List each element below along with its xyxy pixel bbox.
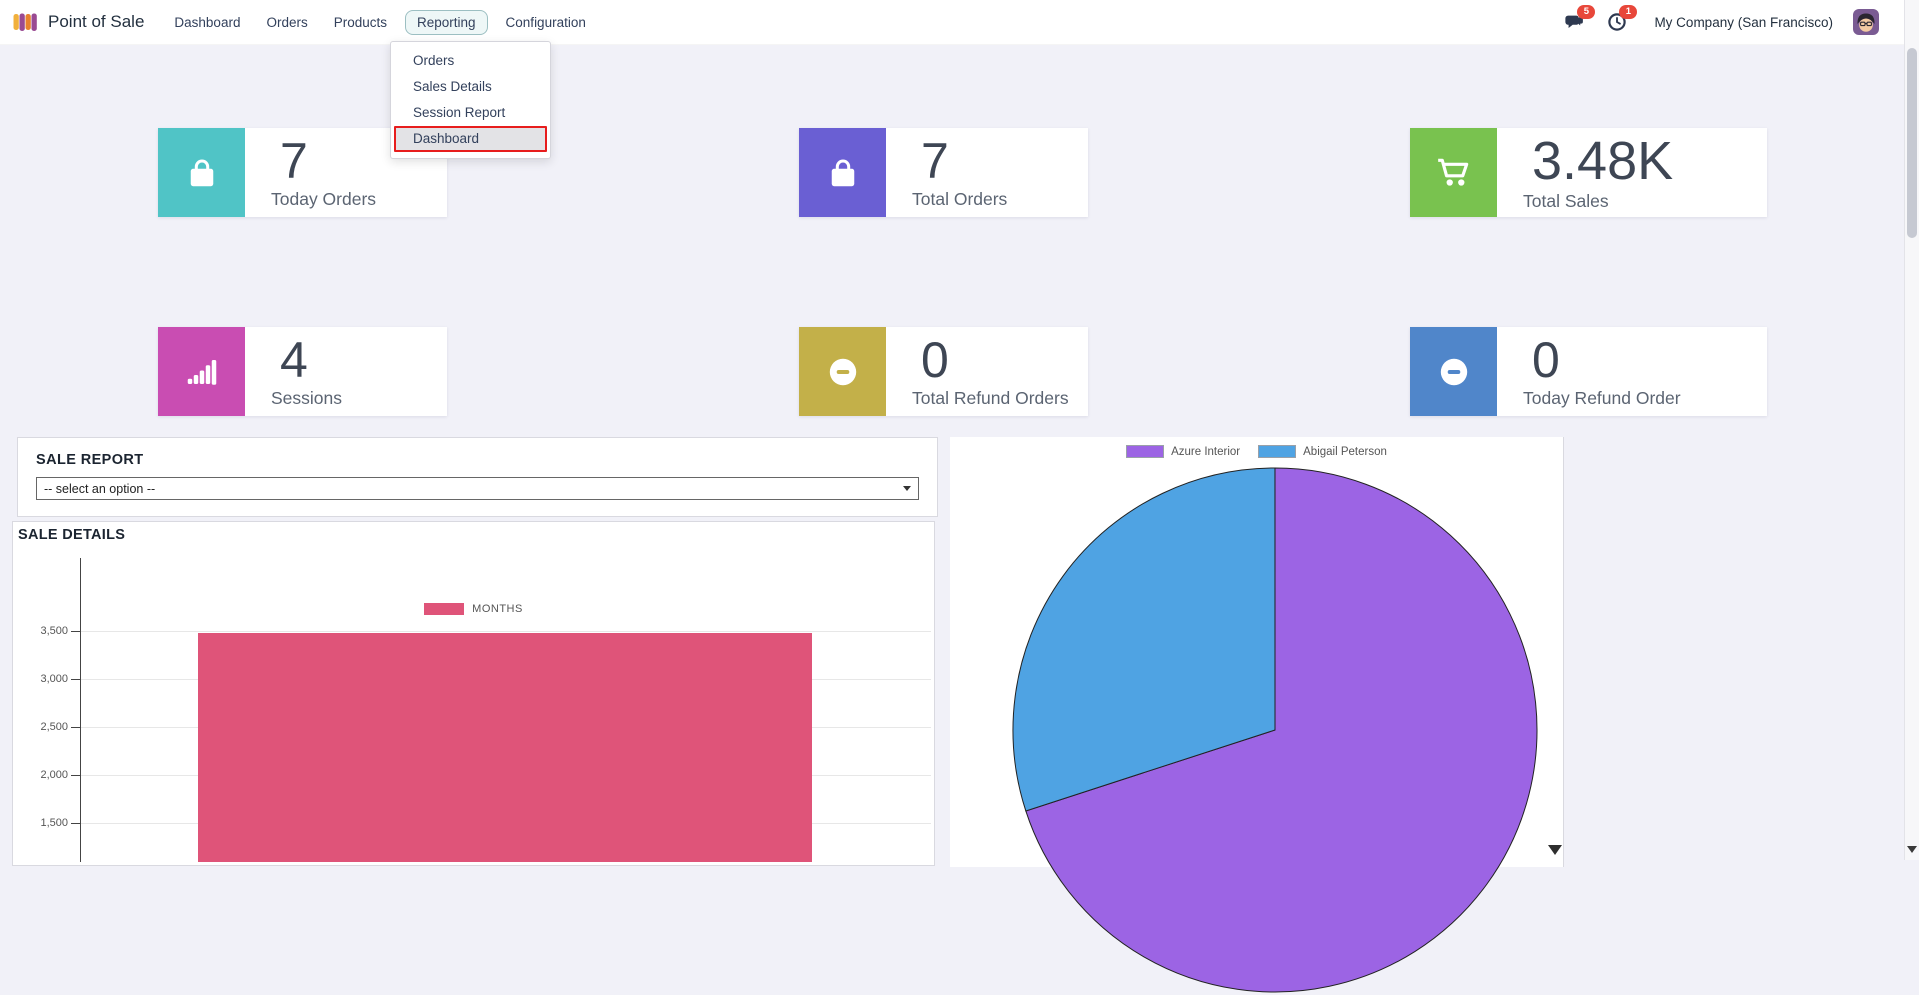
menu-orders[interactable]: Orders xyxy=(266,14,308,30)
kpi-card-body: 0 Today Refund Order xyxy=(1497,327,1681,416)
reporting-menu-item-orders[interactable]: Orders xyxy=(413,53,455,68)
reporting-menu-item-dashboard[interactable]: Dashboard xyxy=(394,126,547,152)
user-avatar[interactable] xyxy=(1853,9,1879,35)
point-of-sale-app-icon[interactable] xyxy=(12,9,39,36)
kpi-card-sessions: 4 Sessions xyxy=(158,327,447,416)
legend-label: Abigail Peterson xyxy=(1303,445,1387,458)
kpi-value: 0 xyxy=(921,331,949,388)
kpi-card-today-refund-order: 0 Today Refund Order xyxy=(1410,327,1767,416)
scrollbar-down-arrow-icon[interactable] xyxy=(1907,846,1917,853)
scrollbar-track[interactable] xyxy=(1904,0,1919,860)
legend-swatch xyxy=(1258,445,1297,458)
minus-circle-icon xyxy=(799,327,886,416)
pie-slice-abigail-peterson xyxy=(1012,467,1276,812)
kpi-card-total-orders: 7 Total Orders xyxy=(799,128,1088,217)
pie-legend-item-abigail-peterson: Abigail Peterson xyxy=(1258,445,1387,458)
signal-bars-icon xyxy=(158,327,245,416)
kpi-label: Total Sales xyxy=(1523,190,1609,211)
kpi-value: 3.48K xyxy=(1532,130,1674,191)
kpi-value: 7 xyxy=(921,132,949,189)
kpi-label: Today Orders xyxy=(271,188,377,209)
pie-chart-panel: Azure Interior Abigail Peterson xyxy=(950,437,1564,993)
sale-report-select-value: -- select an option -- xyxy=(44,481,156,496)
kpi-value: 0 xyxy=(1532,331,1560,388)
shopping-bag-icon xyxy=(799,128,886,217)
menu-dashboard[interactable]: Dashboard xyxy=(174,14,241,30)
sales-by-customer-pie-chart xyxy=(1012,467,1538,993)
activities-badge: 1 xyxy=(1619,5,1638,19)
kpi-value: 4 xyxy=(280,331,308,388)
sale-report-select[interactable]: -- select an option -- xyxy=(36,477,919,500)
legend-label: Azure Interior xyxy=(1171,445,1241,458)
kpi-card-body: 0 Total Refund Orders xyxy=(886,327,1069,416)
sale-details-panel: SALE DETAILS xyxy=(12,521,935,866)
pie-legend-item-azure-interior: Azure Interior xyxy=(1126,445,1240,458)
menu-configuration[interactable]: Configuration xyxy=(505,14,586,30)
top-navbar: Point of Sale Dashboard Orders Products Rep… xyxy=(0,0,1919,45)
kpi-label: Today Refund Order xyxy=(1523,387,1681,408)
navbar-right: 5 1 My Company (San Francisco) xyxy=(1564,5,1919,35)
shopping-bag-icon xyxy=(158,128,245,217)
scrollbar-thumb[interactable] xyxy=(1907,48,1917,238)
pie-chart-legend: Azure Interior Abigail Peterson xyxy=(950,445,1563,458)
reporting-dropdown-menu: Orders Sales Details Session Report Dashboa… xyxy=(390,41,551,159)
main-menu: Dashboard Orders Products Reporting Configur… xyxy=(166,9,593,35)
messages-badge: 5 xyxy=(1577,5,1596,19)
panel-scroll-down-arrow-icon[interactable] xyxy=(1548,845,1562,855)
company-switcher[interactable]: My Company (San Francisco) xyxy=(1654,14,1833,30)
menu-products[interactable]: Products xyxy=(333,14,387,30)
activities-button[interactable]: 1 xyxy=(1606,5,1638,33)
kpi-card-body: 3.48K Total Sales xyxy=(1497,128,1673,217)
minus-circle-icon xyxy=(1410,327,1497,416)
kpi-value: 7 xyxy=(280,132,308,189)
navbar-left: Point of Sale Dashboard Orders Products Rep… xyxy=(0,9,594,36)
shopping-cart-icon xyxy=(1410,128,1497,217)
sale-report-title: SALE REPORT xyxy=(36,452,144,468)
reporting-menu-item-session-report[interactable]: Session Report xyxy=(413,105,506,120)
kpi-card-body: 7 Total Orders xyxy=(886,128,1007,217)
select-dropdown-arrow-icon xyxy=(903,486,911,491)
messages-button[interactable]: 5 xyxy=(1564,5,1596,33)
clock-icon xyxy=(1608,13,1627,31)
sale-details-title: SALE DETAILS xyxy=(18,527,126,543)
kpi-label: Sessions xyxy=(271,387,343,408)
kpi-card-total-refund-orders: 0 Total Refund Orders xyxy=(799,327,1088,416)
legend-swatch xyxy=(1126,445,1165,458)
menu-reporting[interactable]: Reporting xyxy=(405,9,488,35)
kpi-label: Total Refund Orders xyxy=(912,387,1069,408)
kpi-label: Total Orders xyxy=(912,188,1008,209)
kpi-card-body: 7 Today Orders xyxy=(245,128,376,217)
reporting-menu-item-sales-details[interactable]: Sales Details xyxy=(413,79,492,94)
sale-report-panel: SALE REPORT -- select an option -- xyxy=(17,437,938,517)
app-name: Point of Sale xyxy=(48,12,145,31)
kpi-card-body: 4 Sessions xyxy=(245,327,342,416)
kpi-card-total-sales: 3.48K Total Sales xyxy=(1410,128,1767,217)
